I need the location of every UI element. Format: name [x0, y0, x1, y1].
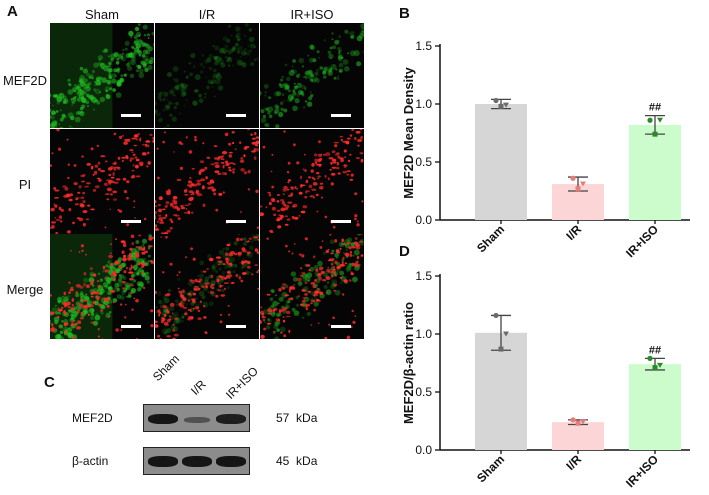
lane-label-sham: Sham: [150, 351, 183, 384]
scale-bar: [121, 114, 141, 117]
size-unit-actin: kDa: [296, 454, 318, 468]
data-point: [570, 417, 576, 423]
column-label-ir: I/R: [198, 7, 216, 22]
y-tick-label: 0.0: [415, 213, 432, 227]
blot-label-beta-actin: β-actin: [72, 454, 109, 468]
data-point: [575, 186, 581, 192]
data-point: [493, 97, 499, 104]
x-tick-label: IR+ISO: [623, 222, 661, 260]
data-point: [498, 103, 504, 109]
micrograph-merge-2: [155, 234, 259, 339]
band-mef2d-ir-iso: [216, 414, 246, 424]
y-tick-label: 0.0: [415, 443, 432, 457]
band-actin-ir: [182, 456, 212, 467]
panel-c-letter: C: [44, 374, 55, 391]
data-point: [503, 102, 509, 108]
scale-bar: [331, 325, 351, 328]
micrograph-merge-1: [50, 234, 154, 339]
scale-bar: [331, 220, 351, 223]
lane-label-ir: I/R: [188, 377, 209, 398]
data-point: [652, 131, 658, 137]
bar-sham: [475, 104, 527, 220]
lane-label-ir-iso: IR+ISO: [223, 363, 261, 402]
scale-bar: [331, 114, 351, 117]
micrograph-merge-3: [260, 234, 364, 339]
data-point: [503, 331, 509, 337]
micrograph-pi-2: [155, 129, 259, 234]
blot-size-beta-actin: 45 kDa: [276, 454, 317, 468]
micrograph-mef2d-1: [50, 23, 154, 128]
bar-sham: [475, 332, 527, 450]
panel-b-letter: B: [399, 5, 410, 22]
band-actin-sham: [148, 456, 178, 467]
band-actin-ir-iso: [216, 456, 246, 467]
row-label-pi: PI: [18, 177, 32, 192]
blot-label-mef2d: MEF2D: [72, 411, 113, 425]
row-label-merge: Merge: [6, 282, 44, 297]
micrograph-pi-3: [260, 129, 364, 234]
significance-mark: ##: [649, 102, 661, 114]
bar-iriso: [629, 364, 681, 450]
y-tick-label: 1.0: [415, 97, 432, 111]
data-point: [647, 117, 653, 123]
y-tick-label: 0.5: [415, 155, 432, 169]
scale-bar: [226, 325, 246, 328]
column-label-ir-iso: IR+ISO: [290, 7, 334, 22]
data-point: [657, 117, 663, 123]
x-tick-label: Sham: [474, 452, 507, 485]
data-point: [647, 355, 653, 361]
bar-iriso: [629, 124, 681, 220]
scale-bar: [226, 114, 246, 117]
data-point: [575, 420, 581, 426]
scale-bar: [121, 325, 141, 328]
scale-bar: [121, 220, 141, 223]
blot-beta-actin: [143, 447, 250, 475]
micrograph-mef2d-2: [155, 23, 259, 128]
data-point: [493, 312, 499, 319]
significance-mark: ##: [649, 344, 661, 356]
size-value-actin: 45: [276, 454, 290, 468]
blot-size-mef2d: 57 kDa: [276, 411, 317, 425]
panel-d-letter: D: [399, 243, 410, 260]
x-tick-label: IR+ISO: [623, 452, 661, 490]
panel-a-letter: A: [7, 3, 18, 20]
data-point: [498, 346, 504, 352]
x-tick-label: I/R: [563, 222, 584, 243]
y-tick-label: 1.0: [415, 327, 432, 341]
size-value-mef2d: 57: [276, 411, 290, 425]
data-point: [652, 365, 658, 371]
data-point: [580, 419, 586, 425]
data-point: [657, 362, 663, 368]
blot-mef2d: [143, 404, 250, 432]
band-mef2d-sham: [148, 414, 178, 424]
data-point: [570, 175, 576, 181]
band-mef2d-ir: [184, 417, 210, 423]
x-tick-label: Sham: [474, 222, 507, 255]
column-label-sham: Sham: [85, 7, 119, 22]
scale-bar: [226, 220, 246, 223]
y-tick-label: 1.5: [415, 269, 432, 283]
x-tick-label: I/R: [563, 452, 584, 473]
data-point: [580, 181, 586, 187]
y-tick-label: 1.5: [415, 39, 432, 53]
bar-ir: [552, 184, 604, 220]
bar-ir: [552, 422, 604, 450]
row-label-mef2d: MEF2D: [2, 73, 48, 88]
y-axis-label: MEF2D/β-actin ratio: [401, 302, 416, 424]
micrograph-pi-1: [50, 129, 154, 234]
micrograph-mef2d-3: [260, 23, 364, 128]
y-axis-label: MEF2D Mean Density: [401, 66, 416, 198]
y-tick-label: 0.5: [415, 385, 432, 399]
size-unit-mef2d: kDa: [296, 411, 318, 425]
